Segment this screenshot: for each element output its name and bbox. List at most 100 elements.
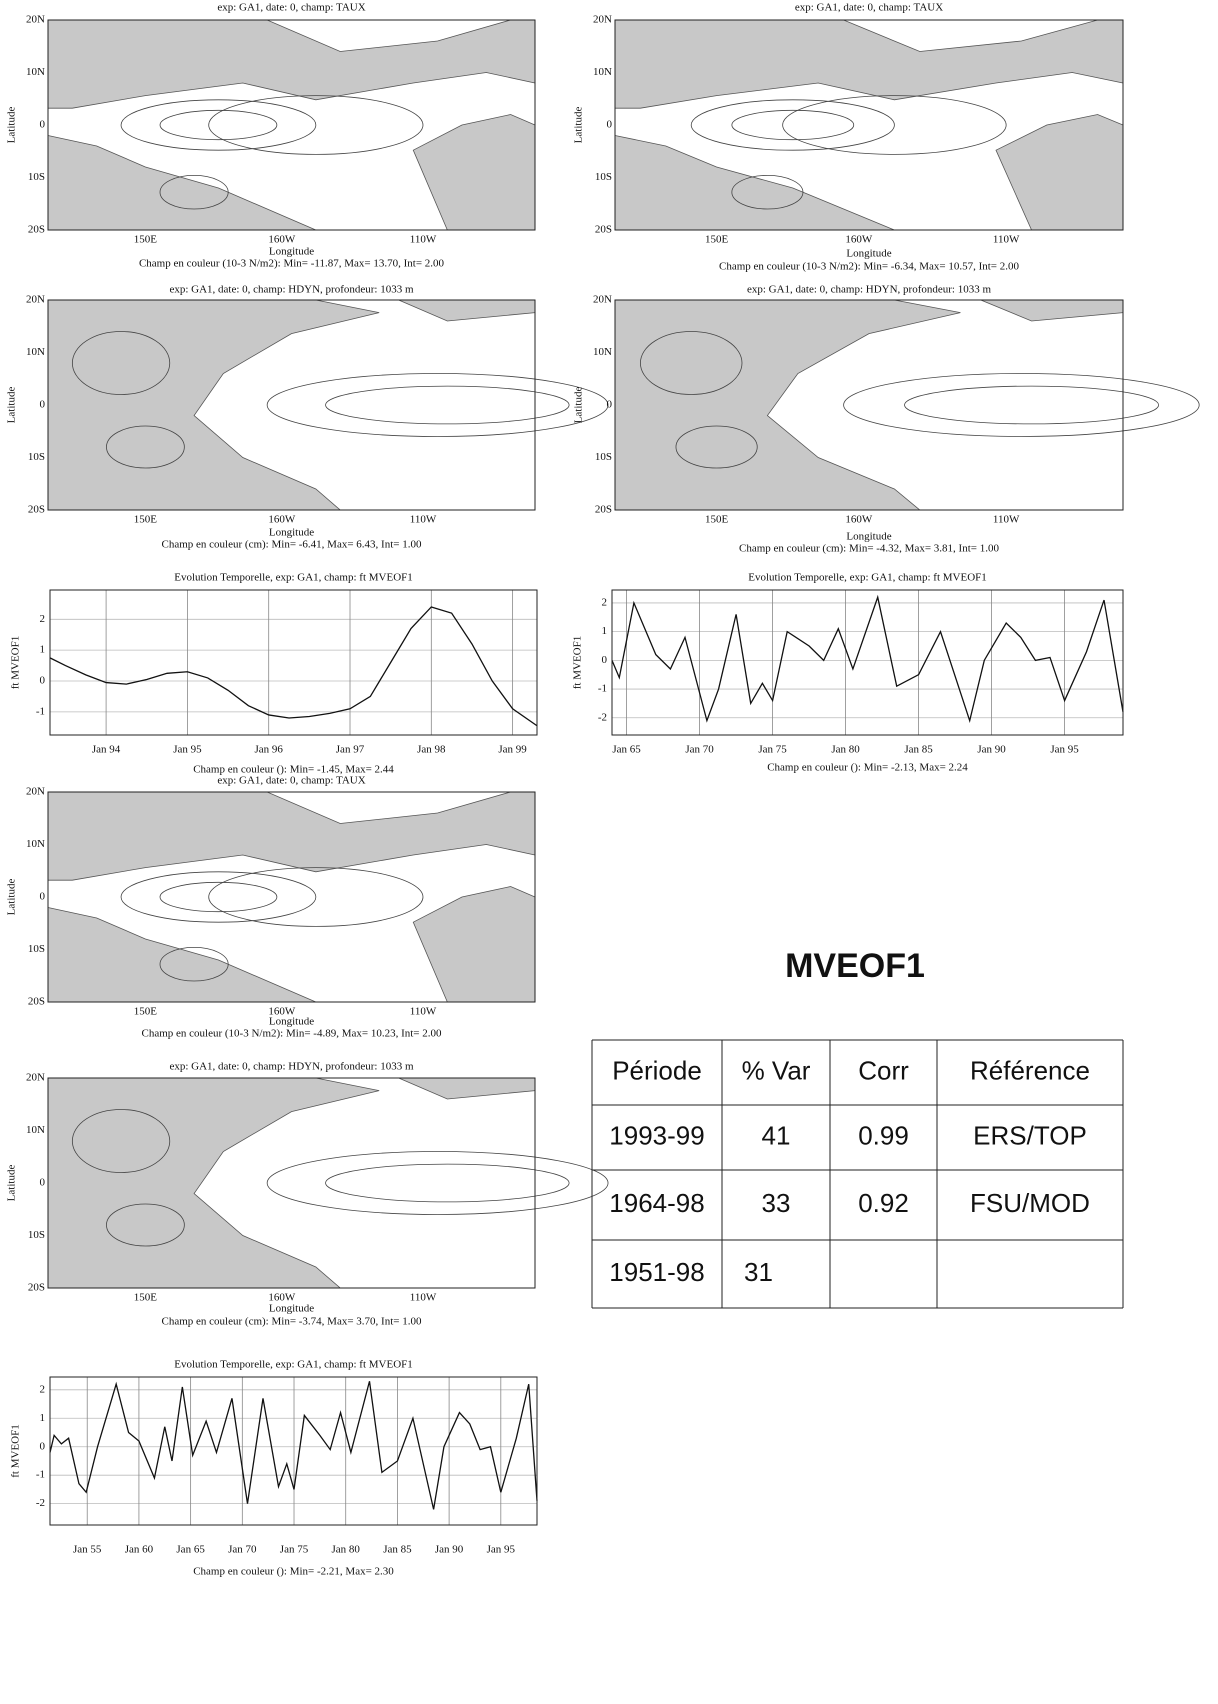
chart-caption: Champ en couleur (): Min= -2.21, Max= 2.…	[193, 1566, 394, 1578]
chart-caption: Champ en couleur (): Min= -2.13, Max= 2.…	[767, 762, 968, 774]
y-tick-label: 0	[607, 399, 613, 411]
x-tick-label: 110W	[993, 514, 1020, 526]
y-tick-label: 10S	[28, 943, 45, 955]
contour	[266, 373, 609, 437]
map-frame	[614, 19, 1124, 231]
contour	[159, 174, 229, 210]
x-tick-label: Jan 80	[831, 744, 860, 756]
shaded-region	[412, 886, 536, 1003]
shaded-region	[47, 791, 536, 881]
plot-frame	[49, 1376, 538, 1526]
shaded-region	[47, 907, 317, 1003]
y-tick-label: 20N	[26, 786, 45, 798]
y-tick-label: 1	[602, 625, 608, 637]
y-axis-label: Latitude	[6, 107, 18, 144]
x-tick-label: 110W	[410, 234, 437, 246]
contour	[731, 109, 855, 141]
shaded-region	[398, 299, 536, 322]
y-tick-label: 2	[40, 1383, 46, 1395]
map-caption: Champ en couleur (10-3 N/m2): Min= -11.8…	[139, 258, 445, 270]
chart-title: Evolution Temporelle, exp: GA1, champ: f…	[174, 572, 413, 584]
y-tick-label: 10N	[593, 346, 612, 358]
x-tick-label: 150E	[134, 234, 158, 246]
y-tick-label: -2	[36, 1497, 45, 1509]
x-tick-label: 110W	[993, 234, 1020, 246]
contour	[208, 95, 424, 155]
y-tick-label: 2	[602, 596, 608, 608]
map-title: exp: GA1, date: 0, champ: HDYN, profonde…	[747, 284, 992, 296]
y-tick-label: -1	[36, 1469, 45, 1481]
contour	[325, 385, 570, 425]
y-tick-label: 20N	[593, 294, 612, 306]
y-tick-label: 0	[607, 119, 613, 131]
y-tick-label: 10N	[26, 1124, 45, 1136]
x-tick-label: Jan 70	[228, 1544, 257, 1556]
x-tick-label: 160W	[268, 1292, 296, 1304]
map-caption: Champ en couleur (10-3 N/m2): Min= -6.34…	[719, 261, 1019, 273]
shaded-region	[398, 1077, 536, 1100]
table-cell: 1993-99	[609, 1120, 704, 1150]
table-cell: 0.92	[858, 1188, 909, 1218]
map-frame	[614, 299, 1124, 511]
y-axis-label: ft MVEOF1	[10, 636, 22, 689]
map-title: exp: GA1, date: 0, champ: TAUX	[217, 775, 365, 787]
y-tick-label: 10S	[28, 451, 45, 463]
x-tick-label: 160W	[845, 514, 873, 526]
x-tick-label: Jan 75	[280, 1544, 309, 1556]
y-tick-label: -1	[36, 705, 45, 717]
series-line	[49, 606, 538, 727]
map-title: exp: GA1, date: 0, champ: TAUX	[795, 2, 943, 14]
map-frame	[47, 19, 536, 231]
contour	[106, 425, 185, 469]
y-tick-label: 10N	[593, 66, 612, 78]
x-tick-label: 110W	[410, 1006, 437, 1018]
shaded-region	[980, 299, 1124, 322]
shaded-region	[614, 19, 1124, 109]
table-header-cell: % Var	[742, 1055, 811, 1085]
plot-frame	[611, 589, 1124, 736]
y-tick-label: 0	[40, 675, 46, 687]
y-tick-label: 20N	[26, 14, 45, 26]
y-tick-label: 10S	[28, 171, 45, 183]
y-tick-label: 20N	[26, 294, 45, 306]
table-cell: 31	[744, 1257, 773, 1287]
y-tick-label: 10N	[26, 346, 45, 358]
x-tick-label: 150E	[134, 1292, 158, 1304]
y-axis-label: Latitude	[6, 879, 18, 916]
shaded-region	[614, 299, 961, 511]
y-axis-label: ft MVEOF1	[10, 1424, 22, 1477]
contour	[325, 1163, 570, 1203]
x-tick-label: Jan 95	[173, 744, 202, 756]
table-cell: 41	[762, 1120, 791, 1150]
y-tick-label: -1	[598, 683, 607, 695]
contour	[675, 425, 758, 469]
x-tick-label: 150E	[705, 234, 729, 246]
plot-frame	[49, 589, 538, 736]
contour	[159, 109, 278, 141]
x-tick-label: Jan 94	[92, 744, 121, 756]
shaded-region	[47, 135, 317, 231]
contour	[640, 331, 743, 395]
x-tick-label: Jan 80	[332, 1544, 361, 1556]
table-cell: 1964-98	[609, 1188, 704, 1218]
y-tick-label: 1	[40, 1412, 46, 1424]
map-caption: Champ en couleur (cm): Min= -6.41, Max= …	[162, 539, 422, 551]
y-tick-label: 10S	[595, 451, 612, 463]
contour	[782, 95, 1007, 155]
contour	[904, 385, 1159, 425]
y-tick-label: 0	[40, 1177, 46, 1189]
x-tick-label: Jan 65	[176, 1544, 205, 1556]
table-header-cell: Période	[612, 1055, 702, 1085]
heading: MVEOF1	[785, 947, 925, 985]
shaded-region	[47, 1077, 380, 1289]
x-axis-label: Longitude	[269, 1303, 314, 1315]
y-tick-label: 1	[40, 644, 46, 656]
map-frame	[47, 791, 536, 1003]
map-caption: Champ en couleur (cm): Min= -4.32, Max= …	[739, 543, 999, 555]
x-axis-label: Longitude	[269, 1016, 314, 1028]
y-tick-label: 0	[602, 654, 608, 666]
contour	[731, 174, 804, 210]
y-tick-label: 10S	[28, 1229, 45, 1241]
